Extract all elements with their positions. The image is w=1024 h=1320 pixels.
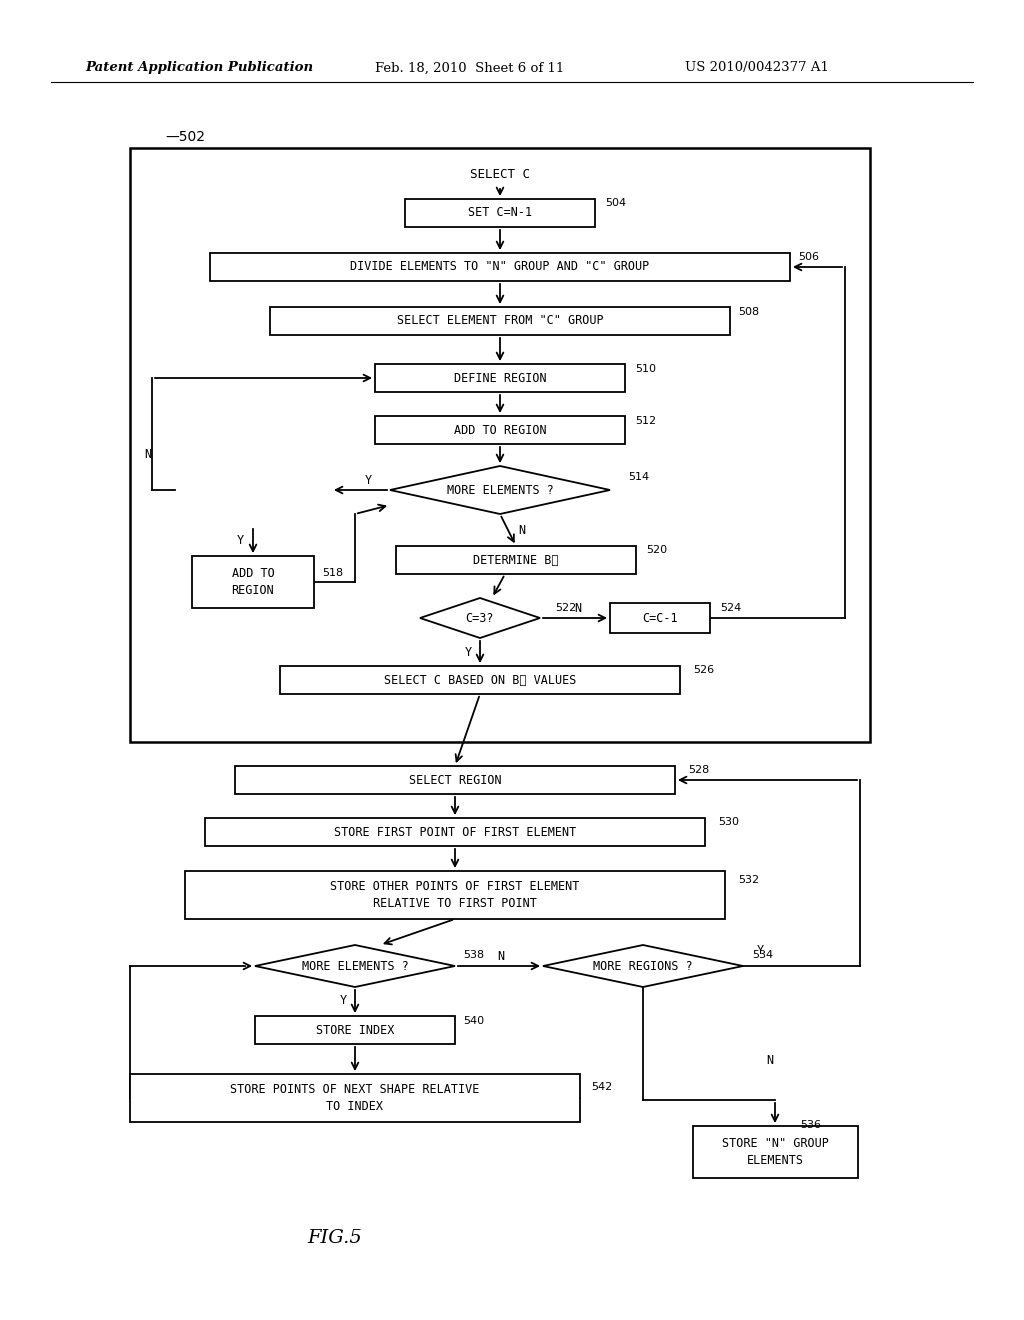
Text: SELECT REGION: SELECT REGION [409, 774, 502, 787]
Text: Y: Y [757, 944, 764, 957]
Text: DEFINE REGION: DEFINE REGION [454, 371, 547, 384]
Text: C=C-1: C=C-1 [642, 611, 678, 624]
Text: 540: 540 [463, 1016, 484, 1026]
Text: STORE POINTS OF NEXT SHAPE RELATIVE
TO INDEX: STORE POINTS OF NEXT SHAPE RELATIVE TO I… [230, 1082, 479, 1113]
FancyBboxPatch shape [692, 1126, 857, 1177]
Text: 526: 526 [693, 665, 714, 675]
Text: 518: 518 [322, 568, 343, 578]
FancyBboxPatch shape [205, 818, 705, 846]
Text: 536: 536 [800, 1119, 821, 1130]
Text: MORE ELEMENTS ?: MORE ELEMENTS ? [301, 960, 409, 973]
Text: —502: —502 [165, 129, 205, 144]
Text: SELECT C BASED ON Bᴄ VALUES: SELECT C BASED ON Bᴄ VALUES [384, 673, 577, 686]
FancyBboxPatch shape [193, 556, 314, 609]
Text: DETERMINE Bᴄ: DETERMINE Bᴄ [473, 553, 559, 566]
Text: Y: Y [465, 645, 472, 659]
Text: STORE FIRST POINT OF FIRST ELEMENT: STORE FIRST POINT OF FIRST ELEMENT [334, 825, 577, 838]
Text: 524: 524 [720, 603, 741, 612]
FancyBboxPatch shape [234, 766, 675, 795]
Text: ADD TO REGION: ADD TO REGION [454, 424, 547, 437]
Text: US 2010/0042377 A1: US 2010/0042377 A1 [685, 62, 828, 74]
FancyBboxPatch shape [185, 871, 725, 919]
Text: Y: Y [365, 474, 372, 487]
Text: C=3?: C=3? [466, 611, 495, 624]
Text: SET C=N-1: SET C=N-1 [468, 206, 532, 219]
FancyBboxPatch shape [375, 364, 625, 392]
Text: 508: 508 [738, 308, 759, 317]
FancyBboxPatch shape [270, 308, 730, 335]
Text: Y: Y [339, 994, 346, 1007]
Text: 528: 528 [688, 766, 710, 775]
FancyBboxPatch shape [406, 199, 595, 227]
Text: 530: 530 [718, 817, 739, 828]
Text: N: N [574, 602, 582, 615]
Text: 506: 506 [798, 252, 819, 261]
Text: 504: 504 [605, 198, 626, 209]
FancyBboxPatch shape [396, 546, 636, 574]
Text: Feb. 18, 2010  Sheet 6 of 11: Feb. 18, 2010 Sheet 6 of 11 [375, 62, 564, 74]
Text: 532: 532 [738, 875, 759, 884]
FancyBboxPatch shape [130, 1074, 580, 1122]
Text: Y: Y [237, 535, 244, 548]
Text: MORE ELEMENTS ?: MORE ELEMENTS ? [446, 483, 553, 496]
Polygon shape [420, 598, 540, 638]
FancyBboxPatch shape [280, 667, 680, 694]
FancyBboxPatch shape [610, 603, 710, 634]
FancyBboxPatch shape [210, 253, 790, 281]
Text: 520: 520 [646, 545, 667, 554]
Text: 542: 542 [591, 1082, 612, 1092]
Polygon shape [543, 945, 743, 987]
Text: SELECT C: SELECT C [470, 169, 530, 181]
FancyBboxPatch shape [255, 1016, 455, 1044]
Text: ADD TO
REGION: ADD TO REGION [231, 568, 274, 597]
Text: 534: 534 [752, 950, 773, 960]
Text: N: N [766, 1053, 773, 1067]
Text: 510: 510 [635, 364, 656, 374]
FancyBboxPatch shape [375, 416, 625, 444]
Text: DIVIDE ELEMENTS TO "N" GROUP AND "C" GROUP: DIVIDE ELEMENTS TO "N" GROUP AND "C" GRO… [350, 260, 649, 273]
Text: Patent Application Publication: Patent Application Publication [85, 62, 313, 74]
Text: 538: 538 [463, 950, 484, 960]
Text: N: N [498, 949, 505, 962]
Polygon shape [390, 466, 610, 513]
Text: N: N [518, 524, 525, 536]
Text: STORE "N" GROUP
ELEMENTS: STORE "N" GROUP ELEMENTS [722, 1137, 828, 1167]
Text: 522: 522 [555, 603, 577, 612]
Text: STORE INDEX: STORE INDEX [315, 1023, 394, 1036]
Polygon shape [255, 945, 455, 987]
Text: STORE OTHER POINTS OF FIRST ELEMENT
RELATIVE TO FIRST POINT: STORE OTHER POINTS OF FIRST ELEMENT RELA… [331, 880, 580, 909]
Text: FIG.5: FIG.5 [307, 1229, 362, 1247]
Text: 512: 512 [635, 416, 656, 426]
Text: MORE REGIONS ?: MORE REGIONS ? [593, 960, 693, 973]
Text: SELECT ELEMENT FROM "C" GROUP: SELECT ELEMENT FROM "C" GROUP [396, 314, 603, 327]
Text: N: N [144, 449, 152, 462]
FancyBboxPatch shape [130, 148, 870, 742]
Text: 514: 514 [628, 473, 649, 482]
